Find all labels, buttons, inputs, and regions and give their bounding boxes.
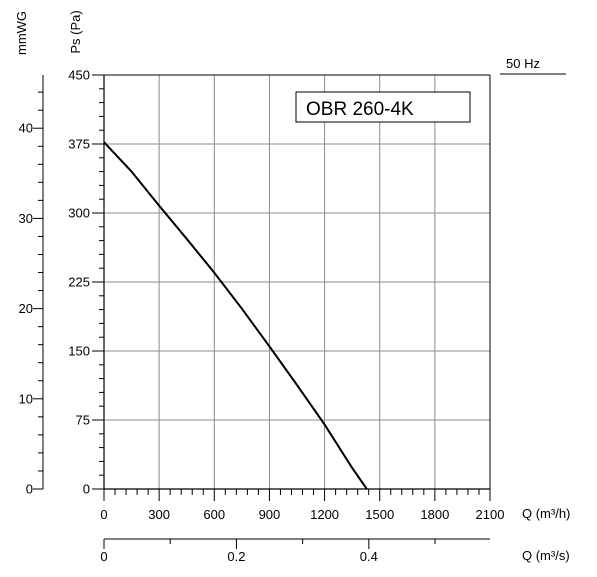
plot-frame [42, 74, 491, 540]
y2-axis-label: mmWG [14, 11, 29, 55]
y-tick-label: 0 [83, 482, 90, 497]
y-axis-ticks: 0 75 150 225 300 375 450 [68, 68, 104, 497]
x-tick-label: 900 [259, 507, 281, 522]
grid-lines [104, 75, 490, 489]
x2-tick-label: 0.2 [227, 549, 245, 564]
y-tick-label: 150 [68, 344, 90, 359]
y2-tick-label: 30 [19, 211, 33, 226]
series-layer [103, 141, 368, 490]
x-axis-label: Q (m³/h) [522, 506, 570, 521]
x-tick-label: 300 [148, 507, 170, 522]
x2-axis-label: Q (m³/s) [522, 548, 570, 563]
frequency-label: 50 Hz [506, 56, 540, 71]
title-box [295, 91, 471, 123]
y-tick-label: 450 [68, 68, 90, 83]
y2-tick-label: 40 [19, 121, 33, 136]
y2-tick-label: 20 [19, 301, 33, 316]
x-tick-label: 2100 [476, 507, 505, 522]
y-tick-label: 375 [68, 137, 90, 152]
y2-axis-ticks: 0 10 20 30 40 [19, 91, 43, 497]
x-tick-label: 1500 [365, 507, 394, 522]
x-tick-label: 600 [203, 507, 225, 522]
y-tick-label: 225 [68, 275, 90, 290]
x2-tick-label: 0.4 [360, 549, 378, 564]
chart-title: OBR 260-4K [306, 99, 414, 120]
y-tick-label: 75 [76, 413, 90, 428]
x-axis-ticks: 0 300 600 900 1200 1500 1800 2100 [100, 489, 504, 522]
x-tick-label: 0 [100, 507, 107, 522]
performance-curve [103, 141, 368, 490]
x-tick-label: 1200 [310, 507, 339, 522]
x-tick-label: 1800 [420, 507, 449, 522]
y2-tick-label: 10 [19, 391, 33, 406]
x2-tick-label: 0 [100, 549, 107, 564]
y-tick-label: 300 [68, 206, 90, 221]
y-axis-label: Ps (Pa) [68, 10, 83, 53]
y2-tick-label: 0 [26, 482, 33, 497]
x2-axis-ticks: 0 0.2 0.4 [100, 539, 436, 564]
